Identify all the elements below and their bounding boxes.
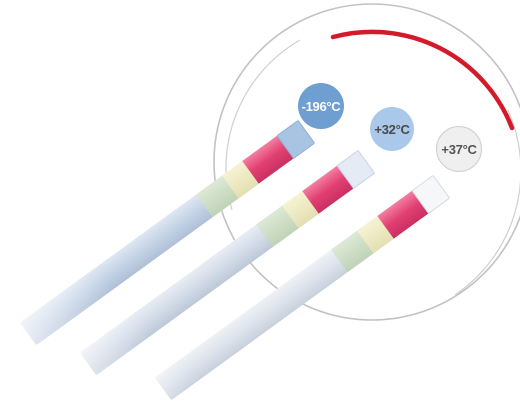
indicator-strip-cold <box>20 120 315 345</box>
ring-accent-arc <box>330 29 515 131</box>
temperature-badge-warm: +37°C <box>436 126 482 172</box>
indicator-strip-warm <box>155 175 450 400</box>
indicator-strip-mid <box>80 150 375 375</box>
temperature-badge-mid: +32°C <box>370 107 414 151</box>
temperature-badge-cold: -196°C <box>298 83 344 129</box>
